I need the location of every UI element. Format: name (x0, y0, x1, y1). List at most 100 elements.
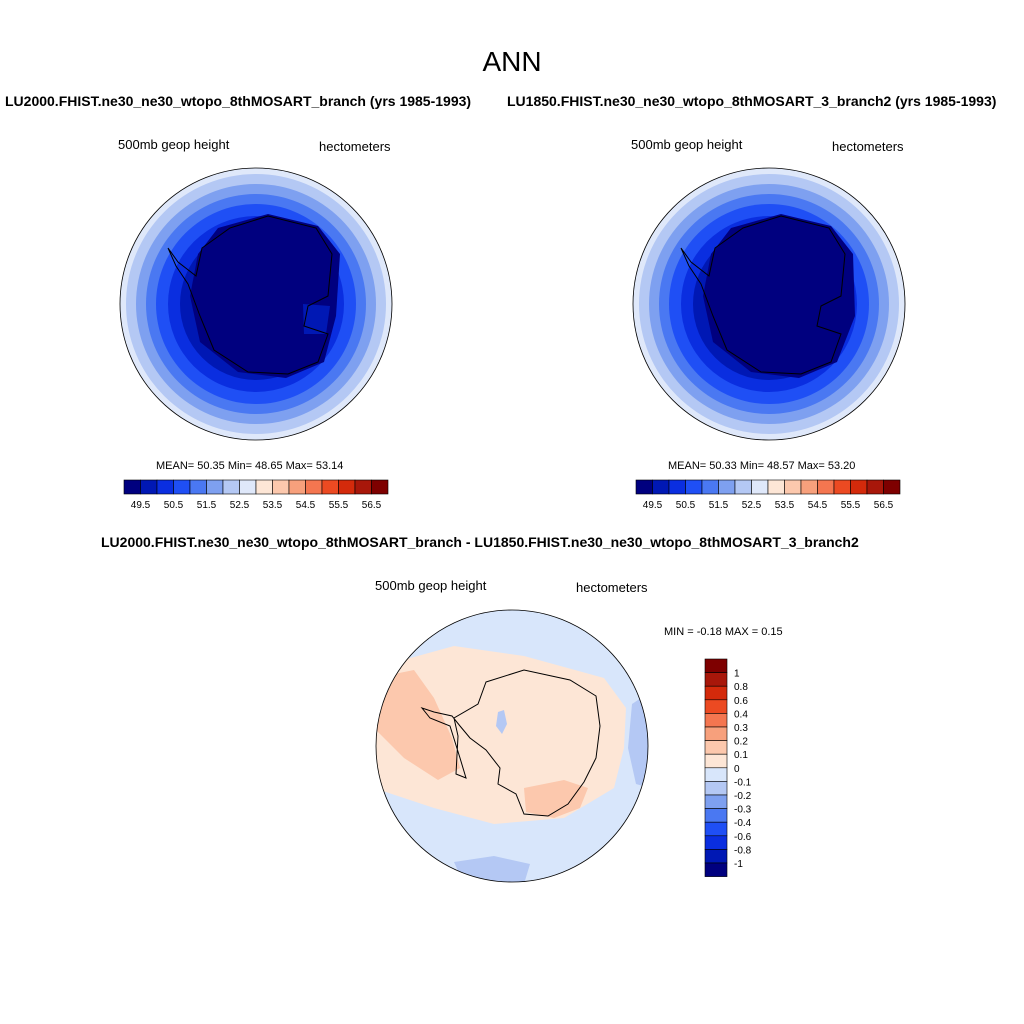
colorbar-swatch (734, 479, 752, 495)
antarctica-coastline (420, 669, 601, 817)
colorbar-swatch (255, 479, 273, 495)
colorbar-swatch (704, 781, 728, 796)
colorbar-tick-label: -0.1 (734, 777, 752, 788)
colorbar-swatch (701, 479, 719, 495)
colorbar-tick-label: -1 (734, 859, 743, 870)
colorbar-tick-label: 56.5 (874, 500, 894, 511)
colorbar-swatch (635, 479, 653, 495)
panel-2-colorbar: 49.5 50.5 51.5 52.5 53.5 54.5 55.5 56.5 (635, 479, 901, 511)
diff-stats: MIN = -0.18 MAX = 0.15 (664, 626, 783, 638)
panel-2-title: LU1850.FHIST.ne30_ne30_wtopo_8thMOSART_3… (507, 93, 997, 109)
colorbar-swatch (123, 479, 141, 495)
colorbar-swatch (206, 479, 224, 495)
colorbar-swatch (704, 726, 728, 741)
colorbar-swatch (704, 808, 728, 823)
contour-band (496, 710, 507, 734)
panel-2-polar-map (632, 167, 906, 441)
colorbar-swatch (222, 479, 240, 495)
colorbar-tick-label: 0.4 (734, 709, 748, 720)
panel-1-stats: MEAN= 50.35 Min= 48.65 Max= 53.14 (156, 460, 344, 472)
colorbar-tick-label: 1 (734, 669, 740, 680)
colorbar-swatch (305, 479, 323, 495)
colorbar-swatch (321, 479, 339, 495)
diff-variable-label: 500mb geop height (375, 578, 487, 593)
colorbar-swatch (704, 713, 728, 728)
colorbar-swatch (685, 479, 703, 495)
colorbar-swatch (652, 479, 670, 495)
figure-title: ANN (482, 46, 542, 77)
colorbar-tick-label: -0.8 (734, 845, 752, 856)
colorbar-swatch (718, 479, 736, 495)
diff-panel-title: LU2000.FHIST.ne30_ne30_wtopo_8thMOSART_b… (101, 534, 859, 550)
diff-colorbar: 1 0.8 0.6 0.4 0.3 0.2 0.1 0 -0.1 -0.2 -0.3 -0.4 -0.6… (704, 658, 752, 877)
colorbar-tick-label: 56.5 (362, 500, 382, 511)
panel-1-units-label: hectometers (319, 139, 391, 154)
colorbar-tick-label: 50.5 (164, 500, 184, 511)
antarctica-coastline (680, 215, 846, 375)
colorbar-swatch (140, 479, 158, 495)
colorbar-swatch (704, 794, 728, 809)
colorbar-tick-label: -0.6 (734, 832, 752, 843)
colorbar-swatch (704, 672, 728, 687)
contour-band (703, 214, 855, 378)
map-boundary (119, 167, 393, 441)
colorbar-swatch (833, 479, 851, 495)
colorbar-swatch (704, 753, 728, 769)
colorbar-tick-label: 53.5 (263, 500, 283, 511)
colorbar-tick-label: 51.5 (197, 500, 217, 511)
colorbar-tick-label: 53.5 (775, 500, 795, 511)
colorbar-swatch (883, 479, 901, 495)
contour-band (190, 214, 340, 378)
colorbar-tick-label: 55.5 (841, 500, 861, 511)
colorbar-tick-label: 0.3 (734, 723, 748, 734)
colorbar-swatch (751, 479, 769, 495)
colorbar-swatch (704, 835, 728, 850)
colorbar-swatch (189, 479, 207, 495)
colorbar-tick-label: -0.4 (734, 818, 752, 829)
colorbar-tick-label: 52.5 (230, 500, 250, 511)
colorbar-tick-label: -0.2 (734, 791, 752, 802)
contour-band (376, 670, 460, 780)
colorbar-tick-label: 52.5 (742, 500, 762, 511)
colorbar-tick-label: 0.6 (734, 696, 748, 707)
colorbar-swatch (239, 479, 257, 495)
colorbar-tick-label: 49.5 (643, 500, 663, 511)
colorbar-swatch (817, 479, 835, 495)
colorbar-swatch (668, 479, 686, 495)
colorbar-swatch (704, 658, 728, 673)
colorbar-swatch (800, 479, 818, 495)
colorbar-tick-label: 54.5 (808, 500, 828, 511)
colorbar-swatch (704, 767, 728, 782)
colorbar-swatch (850, 479, 868, 495)
colorbar-swatch (704, 740, 728, 755)
panel-1-variable-label: 500mb geop height (118, 137, 230, 152)
colorbar-swatch (338, 479, 356, 495)
colorbar-tick-label: 0.1 (734, 750, 748, 761)
diff-units-label: hectometers (576, 580, 648, 595)
panel-1-title: LU2000.FHIST.ne30_ne30_wtopo_8thMOSART_b… (5, 93, 472, 109)
colorbar-swatch (371, 479, 389, 495)
contour-band (376, 646, 626, 824)
colorbar-tick-label: 55.5 (329, 500, 349, 511)
colorbar-tick-label: 0.8 (734, 682, 748, 693)
map-boundary (632, 167, 906, 441)
panel-2-units-label: hectometers (832, 139, 904, 154)
colorbar-swatch (272, 479, 290, 495)
colorbar-tick-label: 50.5 (676, 500, 696, 511)
diff-polar-map (375, 609, 649, 883)
colorbar-tick-label: 49.5 (131, 500, 151, 511)
colorbar-tick-label: 54.5 (296, 500, 316, 511)
panel-1-polar-map (119, 167, 393, 441)
colorbar-swatch (156, 479, 174, 495)
colorbar-swatch (288, 479, 306, 495)
colorbar-swatch (866, 479, 884, 495)
contour-band (303, 304, 330, 334)
colorbar-swatch (704, 821, 728, 837)
colorbar-swatch (704, 699, 728, 714)
colorbar-tick-label: 0.2 (734, 737, 748, 748)
colorbar-swatch (354, 479, 372, 495)
colorbar-swatch (704, 849, 728, 864)
antarctica-coastline (167, 215, 333, 375)
colorbar-tick-label: 0 (734, 764, 740, 775)
panel-2-variable-label: 500mb geop height (631, 137, 743, 152)
